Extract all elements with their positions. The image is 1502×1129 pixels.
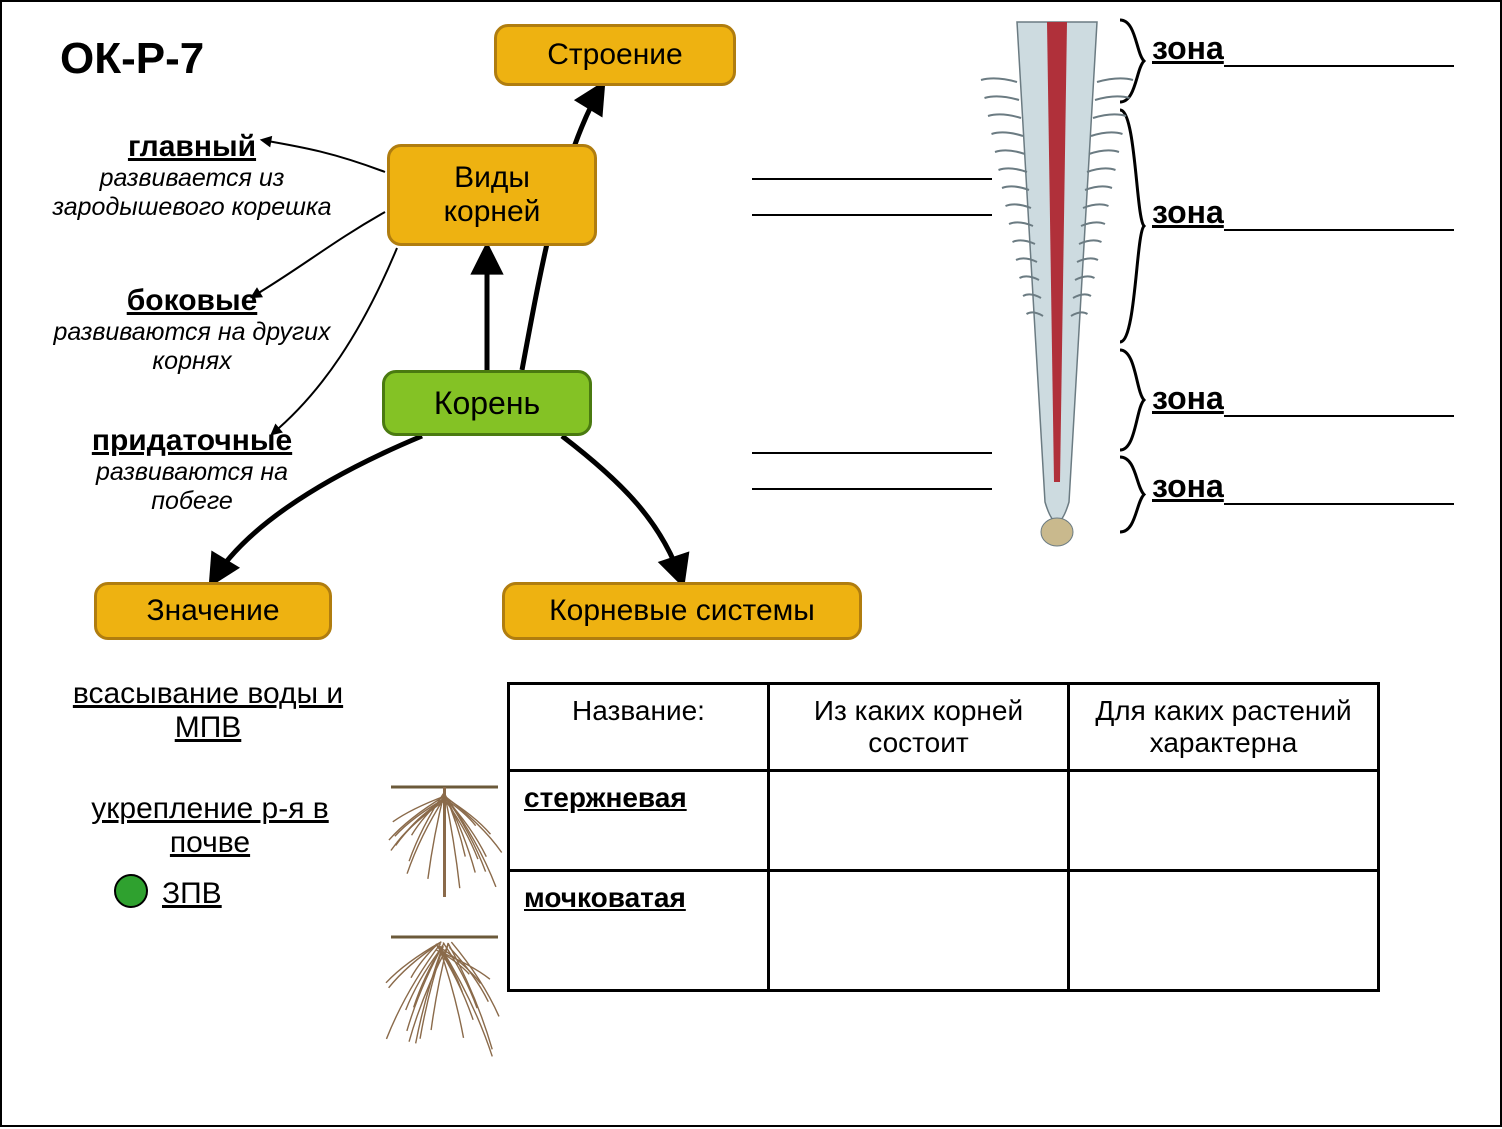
col-plants: Для каких растений характерна [1069, 684, 1379, 771]
table-row: мочковатая [509, 871, 1379, 991]
row-taproot-name: стержневая [524, 782, 687, 813]
table-header-row: Название: Из каких корней состоит Для ка… [509, 684, 1379, 771]
col-name: Название: [509, 684, 769, 771]
type-adventitious: придаточные развиваются на побеге [52, 424, 332, 516]
root-systems-table: Название: Из каких корней состоит Для ка… [507, 682, 1380, 992]
structure-blank-4 [752, 488, 992, 490]
zone-3-text: зона [1152, 380, 1224, 416]
node-meaning: Значение [94, 582, 332, 640]
row-fibrous-name: мочковатая [524, 882, 686, 913]
node-types: Виды корней [387, 144, 597, 246]
structure-blank-2 [752, 214, 992, 216]
node-root: Корень [382, 370, 592, 436]
node-structure-label: Строение [547, 38, 682, 72]
zone-2-text: зона [1152, 194, 1224, 230]
zone-label-3: зона [1152, 380, 1454, 417]
type-lateral-sub: развиваются на других корнях [53, 318, 330, 375]
zone-1-text: зона [1152, 30, 1224, 66]
meaning-absorption: всасывание воды и МПВ [38, 677, 378, 745]
type-main-title: главный [128, 130, 256, 163]
meaning-anchor: укрепление р-я в почве [80, 792, 340, 860]
zone-4-text: зона [1152, 468, 1224, 504]
zone-label-1: зона [1152, 30, 1454, 67]
row-taproot-c2 [1069, 771, 1379, 871]
node-types-label: Виды корней [444, 161, 541, 230]
fibrous-icon [386, 937, 499, 1056]
type-lateral-title: боковые [127, 284, 258, 317]
table-row: стержневая [509, 771, 1379, 871]
node-systems-label: Корневые системы [549, 594, 815, 628]
row-taproot-c1 [769, 771, 1069, 871]
meaning-zpv: ЗПВ [162, 877, 282, 911]
zpv-dot-icon [114, 874, 148, 908]
node-root-label: Корень [434, 385, 540, 422]
taproot-icon [389, 787, 502, 897]
page-title: ОК-Р-7 [60, 34, 204, 84]
structure-blank-3 [752, 452, 992, 454]
node-systems: Корневые системы [502, 582, 862, 640]
type-adv-sub: развиваются на побеге [96, 458, 288, 515]
root-structure-illustration [981, 22, 1133, 546]
row-fibrous-c1 [769, 871, 1069, 991]
node-structure: Строение [494, 24, 736, 86]
type-lateral: боковые развиваются на других корнях [52, 284, 332, 376]
type-main: главный развивается из зародышевого коре… [52, 130, 332, 222]
zone-label-4: зона [1152, 468, 1454, 505]
col-compo: Из каких корней состоит [769, 684, 1069, 771]
zone-brackets [1120, 20, 1144, 532]
zone-label-2: зона [1152, 194, 1454, 231]
type-adv-title: придаточные [92, 424, 292, 457]
node-meaning-label: Значение [146, 594, 279, 628]
type-main-sub: развивается из зародышевого корешка [52, 164, 331, 221]
row-fibrous-c2 [1069, 871, 1379, 991]
structure-blank-1 [752, 178, 992, 180]
